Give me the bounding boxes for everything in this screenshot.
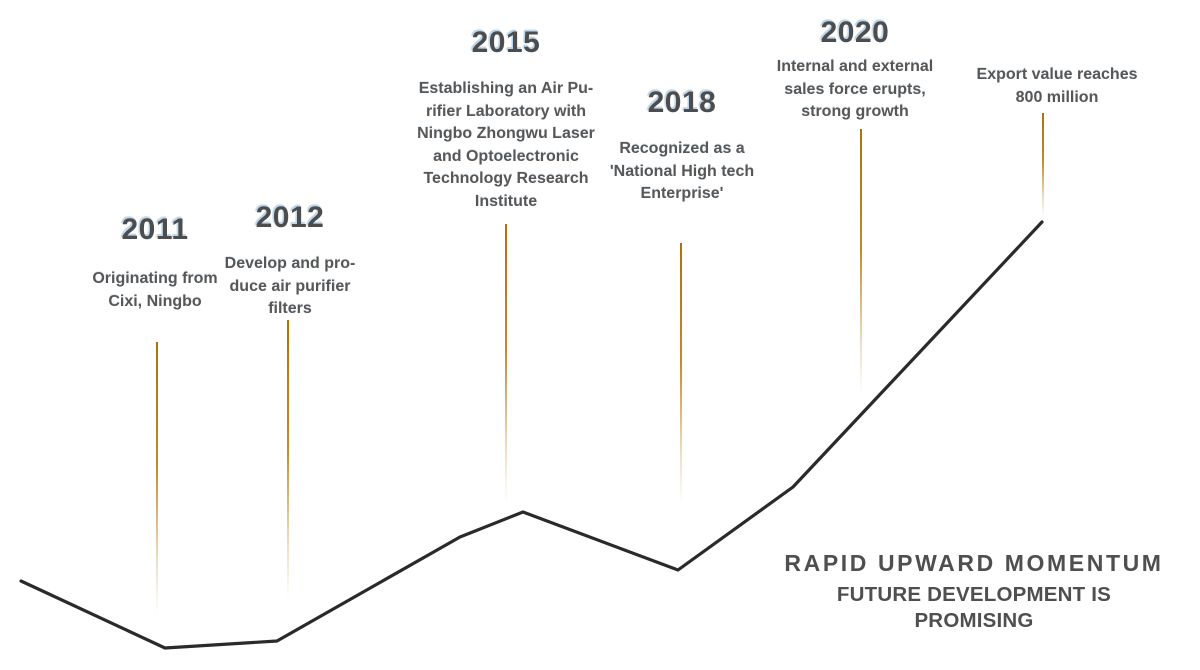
slogan: RAPID UPWARD MOMENTUM FUTURE DEVELOPMENT…: [783, 549, 1165, 634]
slogan-headline: RAPID UPWARD MOMENTUM: [784, 550, 1164, 576]
milestone-export-description: Export value reaches 800 million: [976, 66, 1138, 106]
milestone-2018-year: 2018: [647, 86, 717, 119]
milestone-export: Export value reaches 800 million: [957, 64, 1157, 109]
connector-line-2018: [680, 243, 682, 505]
connector-line-2020: [860, 129, 862, 395]
milestone-2015-year: 2015: [471, 26, 541, 59]
milestone-2011: 2011 Originating from Cixi, Ningbo: [55, 212, 255, 313]
milestone-2020: 2020 Internal and external sales force e…: [755, 15, 955, 124]
milestone-2015-description: Establishing an Air Pu- rifier Laborator…: [417, 80, 595, 210]
milestone-2015: 2015 Establishing an Air Pu- rifier Labo…: [401, 25, 611, 213]
slogan-subheadline: FUTURE DEVELOPMENT IS PROMISING: [836, 583, 1112, 632]
milestone-2011-year: 2011: [121, 213, 189, 246]
milestone-2012-year: 2012: [255, 201, 325, 234]
connector-line-export: [1042, 113, 1044, 218]
milestone-2012-description: Develop and pro- duce air purifier filte…: [224, 255, 356, 317]
milestone-2012: 2012 Develop and pro- duce air purifier …: [195, 200, 385, 321]
milestone-2011-description: Originating from Cixi, Ningbo: [92, 270, 218, 310]
connector-line-2012: [287, 320, 289, 600]
connector-line-2011: [156, 342, 158, 614]
connector-line-2015: [505, 224, 507, 504]
growth-trend-line: [19, 220, 1044, 650]
milestone-2018: 2018 Recognized as a 'National High tech…: [582, 85, 782, 206]
milestone-2018-description: Recognized as a 'National High tech Ente…: [609, 140, 755, 202]
milestone-2020-description: Internal and external sales force erupts…: [776, 58, 934, 120]
milestone-2020-year: 2020: [820, 16, 890, 49]
